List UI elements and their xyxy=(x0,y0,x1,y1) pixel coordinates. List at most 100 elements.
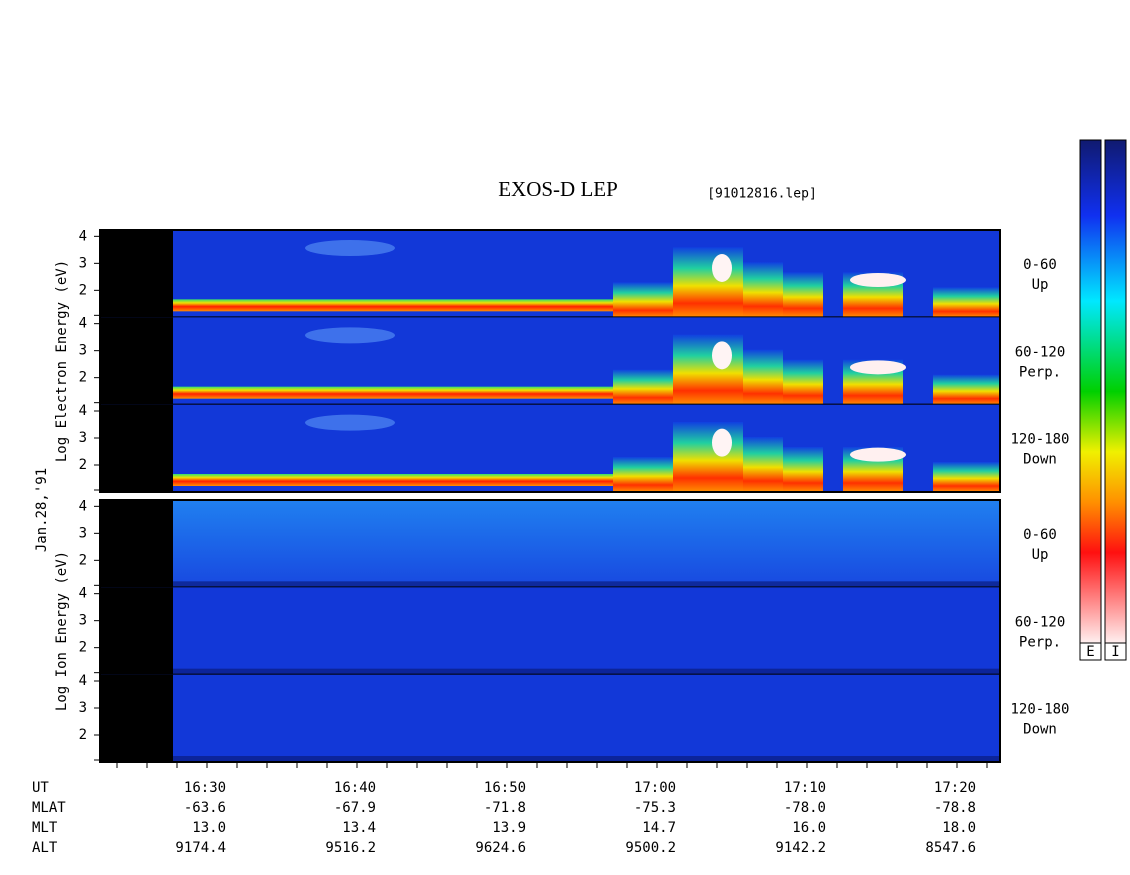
row-value: 17:20 xyxy=(934,780,976,796)
data-gap xyxy=(100,404,173,492)
energy-tick-label: 2 xyxy=(79,282,87,298)
spectrogram xyxy=(850,447,906,462)
energy-tick-label: 4 xyxy=(79,316,87,332)
row-value: 16:40 xyxy=(334,780,376,796)
date: Jan.28,'91 xyxy=(34,468,50,552)
energy-tick-label: 4 xyxy=(79,403,87,419)
panel-angle: 120-180 xyxy=(1010,702,1069,718)
orbit-table: UT 16:30 16:40 16:50 17:00 17:10 17:20 MLAT -63.… xyxy=(32,780,976,856)
row-value: 18.0 xyxy=(942,820,976,836)
spectrogram xyxy=(613,369,673,405)
energy-tick-label: 4 xyxy=(79,228,87,244)
spectrogram xyxy=(613,282,673,318)
spectrogram xyxy=(712,254,732,282)
plots: Log Electron Energy (eV) 4 3 2 0-60 Up 4 3 2 60-1… xyxy=(54,228,1070,763)
row-value: 13.4 xyxy=(342,820,376,836)
colorbar-label: I xyxy=(1111,644,1119,660)
row-label: MLAT xyxy=(32,800,66,816)
row-value: 13.0 xyxy=(192,820,226,836)
energy-tick-label: 3 xyxy=(79,613,87,629)
energy-tick-label: 3 xyxy=(79,430,87,446)
row-value: 9516.2 xyxy=(325,840,376,856)
spectrogram xyxy=(743,437,783,492)
row-value: 17:00 xyxy=(634,780,676,796)
panel-direction: Up xyxy=(1032,277,1049,293)
title: EXOS-D LEP xyxy=(498,177,618,201)
axis-label: Log Electron Energy (eV) xyxy=(54,260,70,462)
spectrogram xyxy=(933,462,1000,492)
spectrogram xyxy=(933,374,1000,405)
data-gap xyxy=(100,587,173,675)
spectrogram xyxy=(173,581,1000,587)
spectrogram xyxy=(173,386,613,399)
spectrogram xyxy=(933,287,1000,318)
spectrogram xyxy=(173,756,1000,761)
energy-tick-label: 2 xyxy=(79,370,87,386)
time-axis xyxy=(100,761,1000,768)
row-value: 13.9 xyxy=(492,820,526,836)
spectrogram xyxy=(305,414,395,431)
data-gap xyxy=(100,674,173,762)
spectrogram xyxy=(673,247,743,318)
data-gap xyxy=(100,230,173,318)
row-value: 16:30 xyxy=(184,780,226,796)
energy-tick-label: 2 xyxy=(79,640,87,656)
energy-tick-label: 4 xyxy=(79,673,87,689)
row-value: 16:50 xyxy=(484,780,526,796)
energy-tick-label: 4 xyxy=(79,586,87,602)
panel-angle: 60-120 xyxy=(1015,614,1066,630)
spectrogram xyxy=(783,447,823,492)
spectrogram xyxy=(743,262,783,318)
spectrogram xyxy=(100,500,1000,588)
spectrogram xyxy=(673,422,743,492)
spectrogram xyxy=(712,428,732,457)
row-value: -63.6 xyxy=(184,800,226,816)
spectrogram xyxy=(305,327,395,344)
panel-angle: 120-180 xyxy=(1010,432,1069,448)
row-value: -71.8 xyxy=(484,800,526,816)
spectrogram xyxy=(100,674,1000,762)
panel-direction: Down xyxy=(1023,452,1057,468)
panel-direction: Perp. xyxy=(1019,634,1061,650)
spectrogram xyxy=(100,587,1000,675)
row-value: 9142.2 xyxy=(775,840,826,856)
panel-angle: 60-120 xyxy=(1015,344,1066,360)
spectrogram xyxy=(673,334,743,405)
panel-angle: 0-60 xyxy=(1023,257,1057,273)
row-value: -78.8 xyxy=(934,800,976,816)
spectrogram xyxy=(850,360,906,375)
energy-tick-label: 2 xyxy=(79,457,87,473)
row-value: -67.9 xyxy=(334,800,376,816)
row-value: 9174.4 xyxy=(175,840,226,856)
data-gap xyxy=(100,317,173,405)
row-value: 17:10 xyxy=(784,780,826,796)
colorbar-label-box xyxy=(1079,642,1102,661)
panel-direction: Perp. xyxy=(1019,364,1061,380)
energy-tick-label: 3 xyxy=(79,700,87,716)
row-value: -78.0 xyxy=(784,800,826,816)
row-label: MLT xyxy=(32,820,58,836)
colorbar xyxy=(1104,139,1127,644)
row-value: 9500.2 xyxy=(625,840,676,856)
colorbar xyxy=(1079,139,1102,644)
row-label: UT xyxy=(32,780,49,796)
row-value: -75.3 xyxy=(634,800,676,816)
energy-tick-label: 3 xyxy=(79,525,87,541)
panel-direction: Down xyxy=(1023,722,1057,738)
spectrogram xyxy=(712,341,732,370)
spectrogram xyxy=(305,240,395,256)
energy-tick-label: 4 xyxy=(79,498,87,514)
row-label: ALT xyxy=(32,840,58,856)
colorbar-label: E xyxy=(1086,644,1094,660)
spectrogram xyxy=(173,668,1000,674)
spectrogram xyxy=(783,272,823,318)
frame xyxy=(99,229,1001,493)
data-gap xyxy=(100,500,173,588)
panel-direction: Up xyxy=(1032,547,1049,563)
spectrogram xyxy=(783,359,823,405)
energy-tick-label: 3 xyxy=(79,343,87,359)
energy-tick-label: 2 xyxy=(79,727,87,743)
file-name: [91012816.lep] xyxy=(707,187,817,202)
row-value: 9624.6 xyxy=(475,840,526,856)
